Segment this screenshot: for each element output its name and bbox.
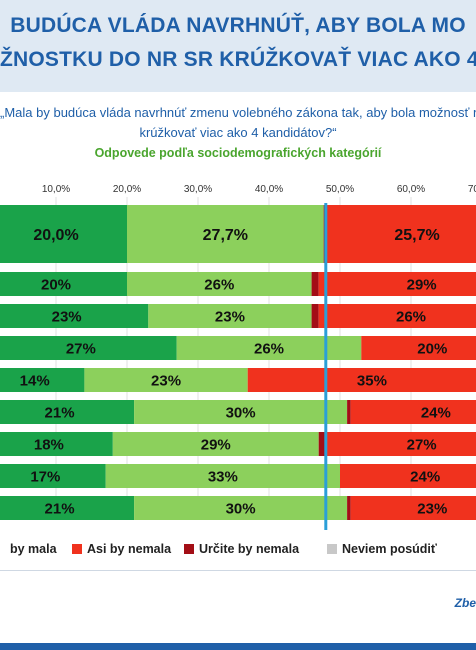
bar-segment-urcite-by-nemala	[347, 496, 351, 520]
bar-segment-asi-by-nemala	[350, 400, 476, 424]
data-label: 35%	[357, 372, 387, 389]
data-label: 27%	[66, 340, 96, 357]
bar-segment-urcite-by-mala	[0, 368, 85, 392]
bar-segment-urcite-by-mala	[0, 304, 149, 328]
question-line-1: „Mala by budúca vláda navrhnúť zmenu vol…	[0, 105, 476, 120]
data-label: 30%	[226, 500, 256, 517]
bar-segment-urcite-by-mala	[0, 400, 135, 424]
question-line-2: krúžkovať viac ako 4 kandidátov?“	[139, 125, 337, 140]
bar-segment-asi-by-mala	[134, 496, 348, 520]
legend-item-urcite-by-nemala: Určite by nemala	[184, 542, 299, 556]
bar-segment-asi-by-mala	[148, 304, 312, 328]
bar-segment-asi-by-mala	[134, 400, 348, 424]
bar-segment-urcite-by-mala	[0, 496, 135, 520]
bar-segment-urcite-by-mala	[0, 205, 127, 263]
data-label: 25,7%	[394, 227, 439, 244]
data-label: 18%	[34, 436, 64, 453]
x-tick-label: 70,0%	[468, 184, 476, 195]
title-line-2: ŽNOSTKU DO NR SR KRÚŽKOVAŤ VIAC AKO 4	[0, 48, 476, 71]
data-label: 33%	[208, 468, 238, 485]
bar-segment-asi-by-mala	[127, 205, 324, 263]
bar-segment-urcite-by-mala	[0, 464, 106, 488]
data-label: 24%	[421, 404, 451, 421]
data-label: 24%	[410, 468, 440, 485]
x-tick-label: 30,0%	[184, 184, 212, 195]
chart-subtitle: Odpovede podľa sociodemografických kateg…	[94, 146, 382, 160]
data-label: 23%	[52, 308, 82, 325]
data-label: 29%	[407, 276, 437, 293]
data-label: 27,7%	[203, 227, 248, 244]
bar-segment-urcite-by-mala	[0, 336, 177, 360]
x-tick-label: 20,0%	[113, 184, 141, 195]
bar-segment-asi-by-nemala	[318, 272, 476, 296]
bar-segment-asi-by-mala	[84, 368, 248, 392]
legend-swatch-neviem-posudit	[327, 544, 337, 554]
bar-segment-urcite-by-nemala	[311, 304, 319, 328]
data-label: 23%	[215, 308, 245, 325]
bar-segment-urcite-by-mala	[0, 272, 127, 296]
data-label: 21%	[45, 404, 75, 421]
x-tick-label: 50,0%	[326, 184, 354, 195]
legend-label-asi-by-nemala: Asi by nemala	[87, 542, 172, 556]
data-label: 17%	[30, 468, 60, 485]
data-label: 20,0%	[33, 227, 78, 244]
data-label: 30%	[226, 404, 256, 421]
data-label: 29%	[201, 436, 231, 453]
stacked-bar-chart: 0,0%10,0%20,0%30,0%40,0%50,0%60,0%70,0%2…	[0, 184, 476, 530]
bar-segment-urcite-by-nemala	[318, 432, 326, 456]
x-tick-label: 60,0%	[397, 184, 425, 195]
legend-item-by-mala: by mala	[10, 542, 57, 556]
bar-segment-asi-by-mala	[127, 272, 312, 296]
bar-segment-asi-by-nemala	[325, 432, 476, 456]
bar-segment-asi-by-mala	[112, 432, 319, 456]
data-label: 26%	[204, 276, 234, 293]
bar-segment-asi-by-nemala	[247, 368, 476, 392]
x-tick-label: 40,0%	[255, 184, 283, 195]
data-label: 21%	[45, 500, 75, 517]
data-label: 20%	[417, 340, 447, 357]
footer-divider	[0, 570, 476, 571]
legend-swatch-urcite-by-nemala	[184, 544, 194, 554]
bar-segment-asi-by-mala	[105, 464, 340, 488]
chart-legend: by mala Asi by nemala Určite by nemala N…	[0, 542, 476, 560]
source-label: Zbe	[454, 596, 476, 610]
bar-segment-urcite-by-nemala	[311, 272, 319, 296]
title-band	[0, 0, 476, 92]
title-line-1: BUDÚCA VLÁDA NAVRHNÚŤ, ABY BOLA MO	[10, 14, 466, 37]
data-label: 26%	[254, 340, 284, 357]
legend-label-urcite-by-nemala: Určite by nemala	[199, 542, 300, 556]
bar-segment-asi-by-mala	[176, 336, 362, 360]
legend-item-neviem-posudit: Neviem posúdiť	[327, 542, 437, 556]
legend-swatch-asi-by-nemala	[72, 544, 82, 554]
bar-segment-urcite-by-mala	[0, 432, 113, 456]
bar-segment-asi-by-nemala	[318, 304, 476, 328]
bar-segment-asi-by-nemala	[350, 496, 476, 520]
data-label: 27%	[407, 436, 437, 453]
data-label: 14%	[20, 372, 50, 389]
bar-segment-asi-by-nemala	[325, 205, 476, 263]
bar-segment-asi-by-nemala	[340, 464, 476, 488]
x-tick-label: 10,0%	[42, 184, 70, 195]
legend-item-asi-by-nemala: Asi by nemala	[72, 542, 171, 556]
data-label: 23%	[417, 500, 447, 517]
bar-segment-asi-by-nemala	[361, 336, 476, 360]
data-label: 26%	[396, 308, 426, 325]
bar-segment-urcite-by-nemala	[347, 400, 351, 424]
data-label: 20%	[41, 276, 71, 293]
data-label: 23%	[151, 372, 181, 389]
legend-label-by-mala: by mala	[10, 542, 57, 556]
bottom-band	[0, 643, 476, 650]
legend-label-neviem-posudit: Neviem posúdiť	[342, 542, 437, 556]
